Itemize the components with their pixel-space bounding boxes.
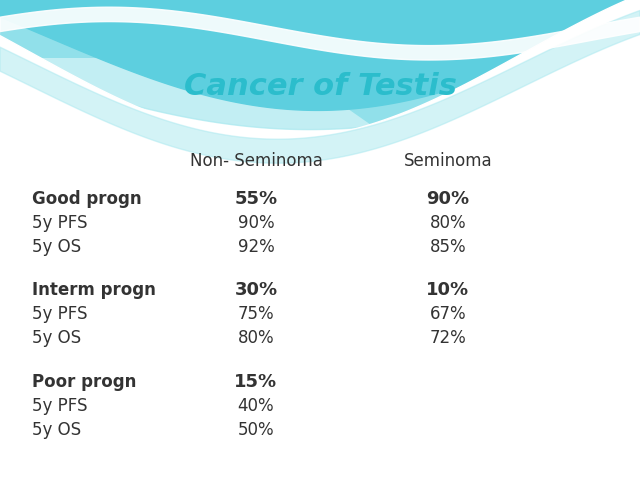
Polygon shape bbox=[0, 0, 640, 110]
Text: 5y PFS: 5y PFS bbox=[32, 396, 88, 415]
Text: 75%: 75% bbox=[237, 305, 275, 324]
Text: 40%: 40% bbox=[237, 396, 275, 415]
Text: 72%: 72% bbox=[429, 329, 467, 348]
Text: 90%: 90% bbox=[426, 190, 470, 208]
Text: Seminoma: Seminoma bbox=[404, 152, 492, 170]
Text: 5y PFS: 5y PFS bbox=[32, 214, 88, 232]
Text: 80%: 80% bbox=[429, 214, 467, 232]
Text: 90%: 90% bbox=[237, 214, 275, 232]
Polygon shape bbox=[0, 0, 640, 58]
Text: 5y PFS: 5y PFS bbox=[32, 305, 88, 324]
Text: 15%: 15% bbox=[234, 372, 278, 391]
Text: 85%: 85% bbox=[429, 238, 467, 256]
Text: 55%: 55% bbox=[234, 190, 278, 208]
Polygon shape bbox=[0, 437, 224, 480]
Text: Good progn: Good progn bbox=[32, 190, 141, 208]
Text: 5y OS: 5y OS bbox=[32, 420, 81, 439]
Text: Interm progn: Interm progn bbox=[32, 281, 156, 300]
Text: 50%: 50% bbox=[237, 420, 275, 439]
Text: 10%: 10% bbox=[426, 281, 470, 300]
Text: 80%: 80% bbox=[237, 329, 275, 348]
Text: 67%: 67% bbox=[429, 305, 467, 324]
Text: Non- Seminoma: Non- Seminoma bbox=[189, 152, 323, 170]
Text: 92%: 92% bbox=[237, 238, 275, 256]
Text: Poor progn: Poor progn bbox=[32, 372, 136, 391]
Text: 5y OS: 5y OS bbox=[32, 329, 81, 348]
Text: Cancer of Testis: Cancer of Testis bbox=[184, 72, 456, 101]
Text: 5y OS: 5y OS bbox=[32, 238, 81, 256]
Text: 30%: 30% bbox=[234, 281, 278, 300]
Polygon shape bbox=[192, 0, 640, 134]
Polygon shape bbox=[0, 0, 640, 130]
